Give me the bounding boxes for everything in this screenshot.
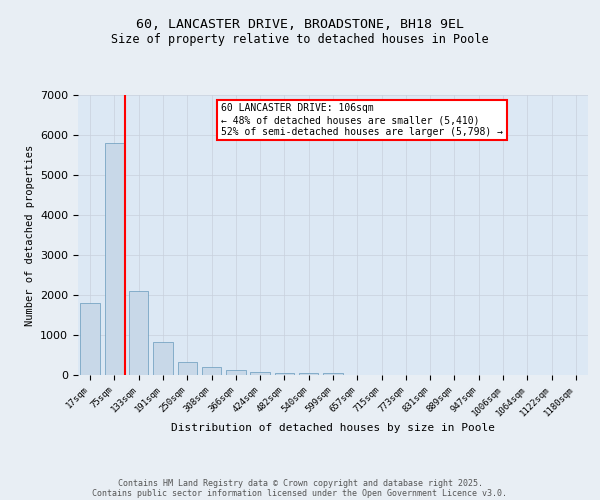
Text: Size of property relative to detached houses in Poole: Size of property relative to detached ho… bbox=[111, 32, 489, 46]
Bar bbox=[226, 370, 245, 375]
Bar bbox=[80, 303, 100, 375]
Text: 60, LANCASTER DRIVE, BROADSTONE, BH18 9EL: 60, LANCASTER DRIVE, BROADSTONE, BH18 9E… bbox=[136, 18, 464, 30]
Bar bbox=[129, 291, 148, 375]
Bar bbox=[178, 362, 197, 375]
Bar bbox=[299, 373, 319, 375]
Bar bbox=[202, 367, 221, 375]
Bar bbox=[275, 372, 294, 375]
Text: 60 LANCASTER DRIVE: 106sqm
← 48% of detached houses are smaller (5,410)
52% of s: 60 LANCASTER DRIVE: 106sqm ← 48% of deta… bbox=[221, 104, 503, 136]
Y-axis label: Number of detached properties: Number of detached properties bbox=[25, 144, 35, 326]
Text: Contains public sector information licensed under the Open Government Licence v3: Contains public sector information licen… bbox=[92, 488, 508, 498]
X-axis label: Distribution of detached houses by size in Poole: Distribution of detached houses by size … bbox=[171, 423, 495, 433]
Bar bbox=[323, 374, 343, 375]
Bar bbox=[250, 372, 270, 375]
Text: Contains HM Land Registry data © Crown copyright and database right 2025.: Contains HM Land Registry data © Crown c… bbox=[118, 478, 482, 488]
Bar bbox=[105, 143, 124, 375]
Bar bbox=[153, 342, 173, 375]
